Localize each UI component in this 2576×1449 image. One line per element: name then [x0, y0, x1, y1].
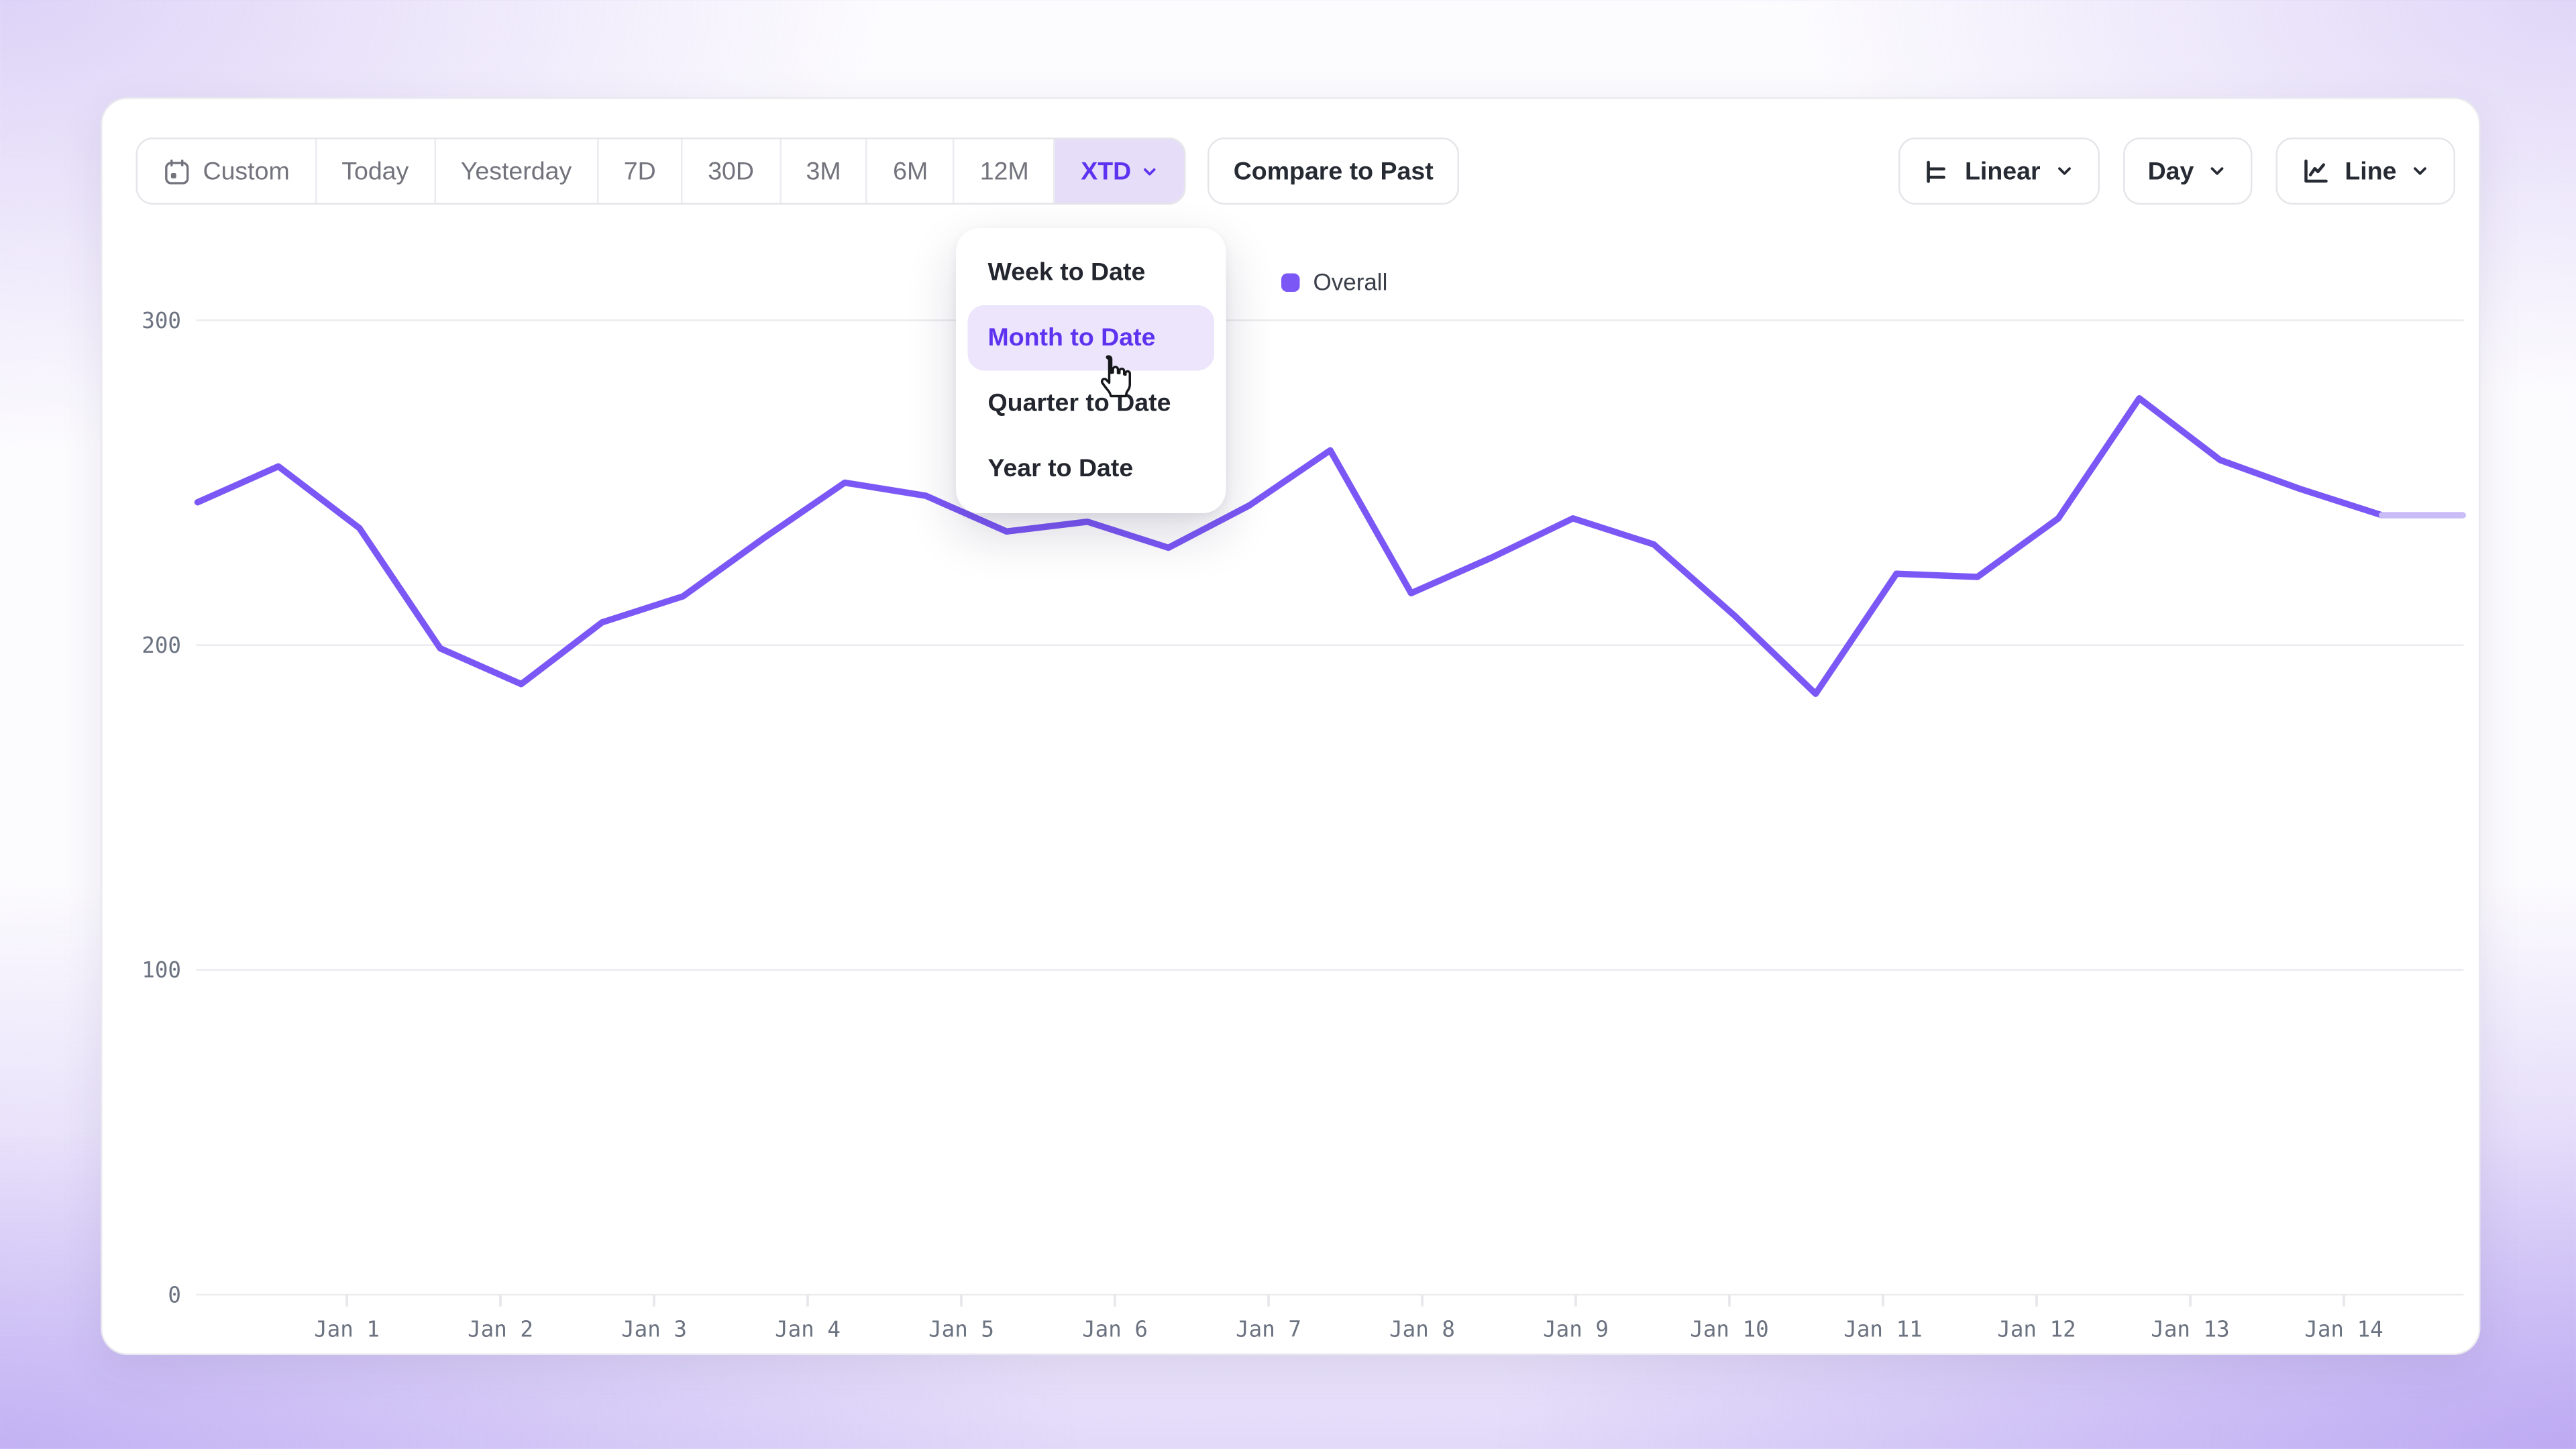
compare-to-past-button[interactable]: Compare to Past [1208, 138, 1459, 205]
chevron-down-icon [1141, 162, 1160, 180]
range-option-6m[interactable]: 6M [866, 139, 953, 203]
series-line-overall [194, 395, 2385, 698]
toolbar: Custom Today Yesterday 7D 30D 3M 6M 12M XTD Comp… [136, 138, 2455, 205]
menu-item-year-to-date[interactable]: Year to Date [987, 454, 1134, 484]
legend-label-overall: Overall [1313, 268, 1388, 295]
x-axis-label-jan-1: Jan 1 [314, 1317, 380, 1342]
range-option-label: XTD [1081, 156, 1132, 186]
x-axis-label-jan-6: Jan 6 [1082, 1317, 1148, 1342]
menu-item-quarter-to-date[interactable]: Quarter to Date [987, 389, 1171, 418]
x-axis-label-jan-8: Jan 8 [1389, 1317, 1455, 1342]
chevron-down-icon [2410, 161, 2430, 181]
y-axis-label-0: 0 [168, 1282, 181, 1307]
chart-type-select-button[interactable]: Line [2275, 138, 2455, 205]
chart-legend: Overall [1281, 268, 1387, 295]
menu-item-week-to-date[interactable]: Week to Date [987, 258, 1146, 287]
x-axis-label-jan-14: Jan 14 [2304, 1317, 2383, 1342]
y-axis-label-100: 100 [142, 957, 181, 983]
date-range-segmented-control: Custom Today Yesterday 7D 30D 3M 6M 12M XTD [136, 138, 1187, 205]
range-option-label: 7D [623, 156, 656, 186]
range-option-label: Custom [203, 156, 290, 186]
x-axis-label-jan-12: Jan 12 [1997, 1317, 2076, 1342]
range-option-label: 12M [979, 156, 1029, 186]
menu-item-month-to-date[interactable]: Month to Date [967, 305, 1214, 371]
range-option-30d[interactable]: 30D [681, 139, 780, 203]
date-range-dropdown-menu: Week to Date Month to Date Quarter to Date… [956, 228, 1226, 513]
granularity-select-button[interactable]: Day [2123, 138, 2253, 205]
range-option-today[interactable]: Today [315, 139, 434, 203]
range-option-yesterday[interactable]: Yesterday [433, 139, 597, 203]
chevron-down-icon [2054, 161, 2074, 181]
calendar-icon [163, 157, 192, 186]
chart-settings-group: Linear Day [1898, 138, 2455, 205]
range-option-xtd[interactable]: XTD [1054, 139, 1185, 203]
range-option-7d[interactable]: 7D [596, 139, 682, 203]
range-option-custom[interactable]: Custom [138, 139, 315, 203]
range-option-label: 6M [893, 156, 928, 186]
x-axis-label-jan-10: Jan 10 [1690, 1317, 1768, 1342]
x-axis-label-jan-5: Jan 5 [928, 1317, 994, 1342]
linear-scale-icon [1923, 157, 1952, 186]
granularity-select-label: Day [2147, 156, 2194, 186]
chart-type-select-label: Line [2345, 156, 2397, 186]
compare-to-past-label: Compare to Past [1233, 156, 1434, 186]
scale-select-label: Linear [1965, 156, 2041, 186]
y-axis-label-200: 200 [142, 633, 181, 658]
range-option-label: 30D [708, 156, 755, 186]
y-axis-label-300: 300 [142, 308, 181, 333]
x-axis-label-jan-2: Jan 2 [468, 1317, 533, 1342]
range-option-label: Yesterday [460, 156, 572, 186]
legend-swatch-overall [1281, 272, 1300, 291]
x-axis-label-jan-3: Jan 3 [621, 1317, 687, 1342]
range-option-12m[interactable]: 12M [953, 139, 1055, 203]
x-axis-label-jan-7: Jan 7 [1236, 1317, 1301, 1342]
range-option-label: Today [341, 156, 409, 186]
line-chart[interactable]: 0 100 200 300 Jan 1 Jan 2 Jan 3 Jan 4 Jan 5 Jan 6… [103, 99, 2483, 1357]
line-chart-icon [2301, 156, 2331, 186]
x-axis-label-jan-9: Jan 9 [1543, 1317, 1609, 1342]
scale-select-button[interactable]: Linear [1898, 138, 2100, 205]
analytics-card: Custom Today Yesterday 7D 30D 3M 6M 12M XTD Comp… [101, 97, 2481, 1355]
range-option-3m[interactable]: 3M [779, 139, 867, 203]
range-option-label: 3M [806, 156, 841, 186]
x-axis-label-jan-4: Jan 4 [775, 1317, 841, 1342]
chevron-down-icon [2207, 161, 2227, 181]
x-axis-label-jan-11: Jan 11 [1843, 1317, 1922, 1342]
x-axis-label-jan-13: Jan 13 [2151, 1317, 2229, 1342]
